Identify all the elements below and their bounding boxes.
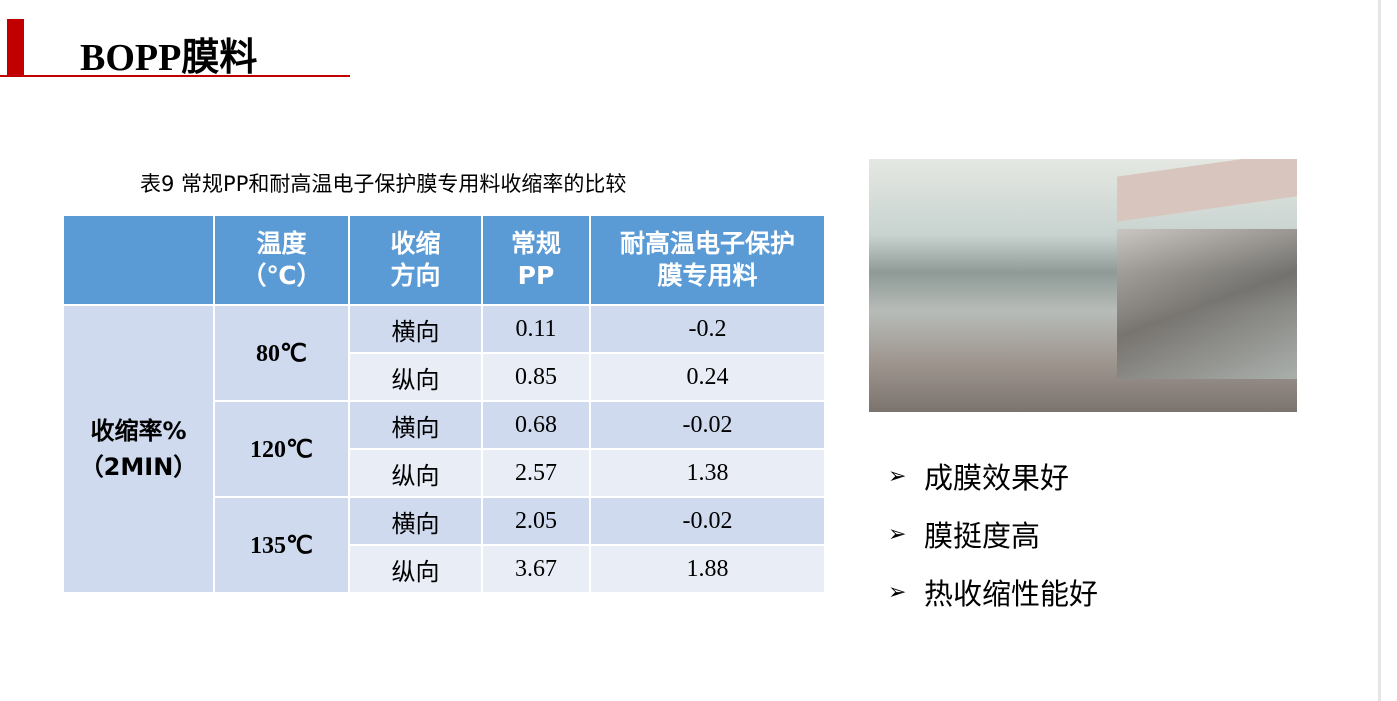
special-value: -0.2 — [589, 304, 826, 354]
pp-value: 0.11 — [481, 304, 591, 354]
table-caption: 表9 常规PP和耐高温电子保护膜专用料收缩率的比较 — [140, 172, 627, 196]
temp-cell: 120℃ — [213, 400, 350, 498]
page-title: BOPP膜料 — [80, 37, 258, 79]
pp-value: 0.85 — [481, 352, 591, 402]
special-value: 0.24 — [589, 352, 826, 402]
special-value: 1.88 — [589, 544, 826, 594]
row-label: 收缩率% （2MIN） — [62, 304, 215, 594]
header-temp: 温度 （℃） — [213, 214, 350, 306]
factory-photo — [869, 159, 1297, 412]
special-value: 1.38 — [589, 448, 826, 498]
direction-cell: 横向 — [348, 304, 483, 354]
bullet-text: 成膜效果好 — [924, 461, 1070, 495]
divider — [1378, 0, 1381, 701]
list-item: ➢ 膜挺度高 — [888, 505, 1098, 563]
pp-value: 3.67 — [481, 544, 591, 594]
bullet-text: 热收缩性能好 — [924, 577, 1099, 611]
header-direction: 收缩 方向 — [348, 214, 483, 306]
list-item: ➢ 成膜效果好 — [888, 447, 1098, 505]
pp-value: 2.57 — [481, 448, 591, 498]
direction-cell: 横向 — [348, 496, 483, 546]
list-item: ➢ 热收缩性能好 — [888, 563, 1098, 621]
special-value: -0.02 — [589, 496, 826, 546]
title-accent-bar — [7, 19, 24, 76]
header-pp: 常规 PP — [481, 214, 591, 306]
pp-value: 0.68 — [481, 400, 591, 450]
header-special: 耐高温电子保护 膜专用料 — [589, 214, 826, 306]
direction-cell: 纵向 — [348, 352, 483, 402]
temp-cell: 135℃ — [213, 496, 350, 594]
shrinkage-table: 温度 （℃） 收缩 方向 常规 PP 耐高温电子保护 膜专用料 收缩率% （2M… — [62, 214, 826, 594]
bullet-text: 膜挺度高 — [924, 519, 1041, 553]
direction-cell: 横向 — [348, 400, 483, 450]
pp-value: 2.05 — [481, 496, 591, 546]
arrow-icon: ➢ — [888, 463, 907, 489]
special-value: -0.02 — [589, 400, 826, 450]
direction-cell: 纵向 — [348, 448, 483, 498]
arrow-icon: ➢ — [888, 579, 907, 605]
temp-cell: 80℃ — [213, 304, 350, 402]
direction-cell: 纵向 — [348, 544, 483, 594]
bullet-list: ➢ 成膜效果好 ➢ 膜挺度高 ➢ 热收缩性能好 — [888, 447, 1098, 621]
arrow-icon: ➢ — [888, 521, 907, 547]
title-underline — [0, 75, 350, 77]
header-cell — [62, 214, 215, 306]
